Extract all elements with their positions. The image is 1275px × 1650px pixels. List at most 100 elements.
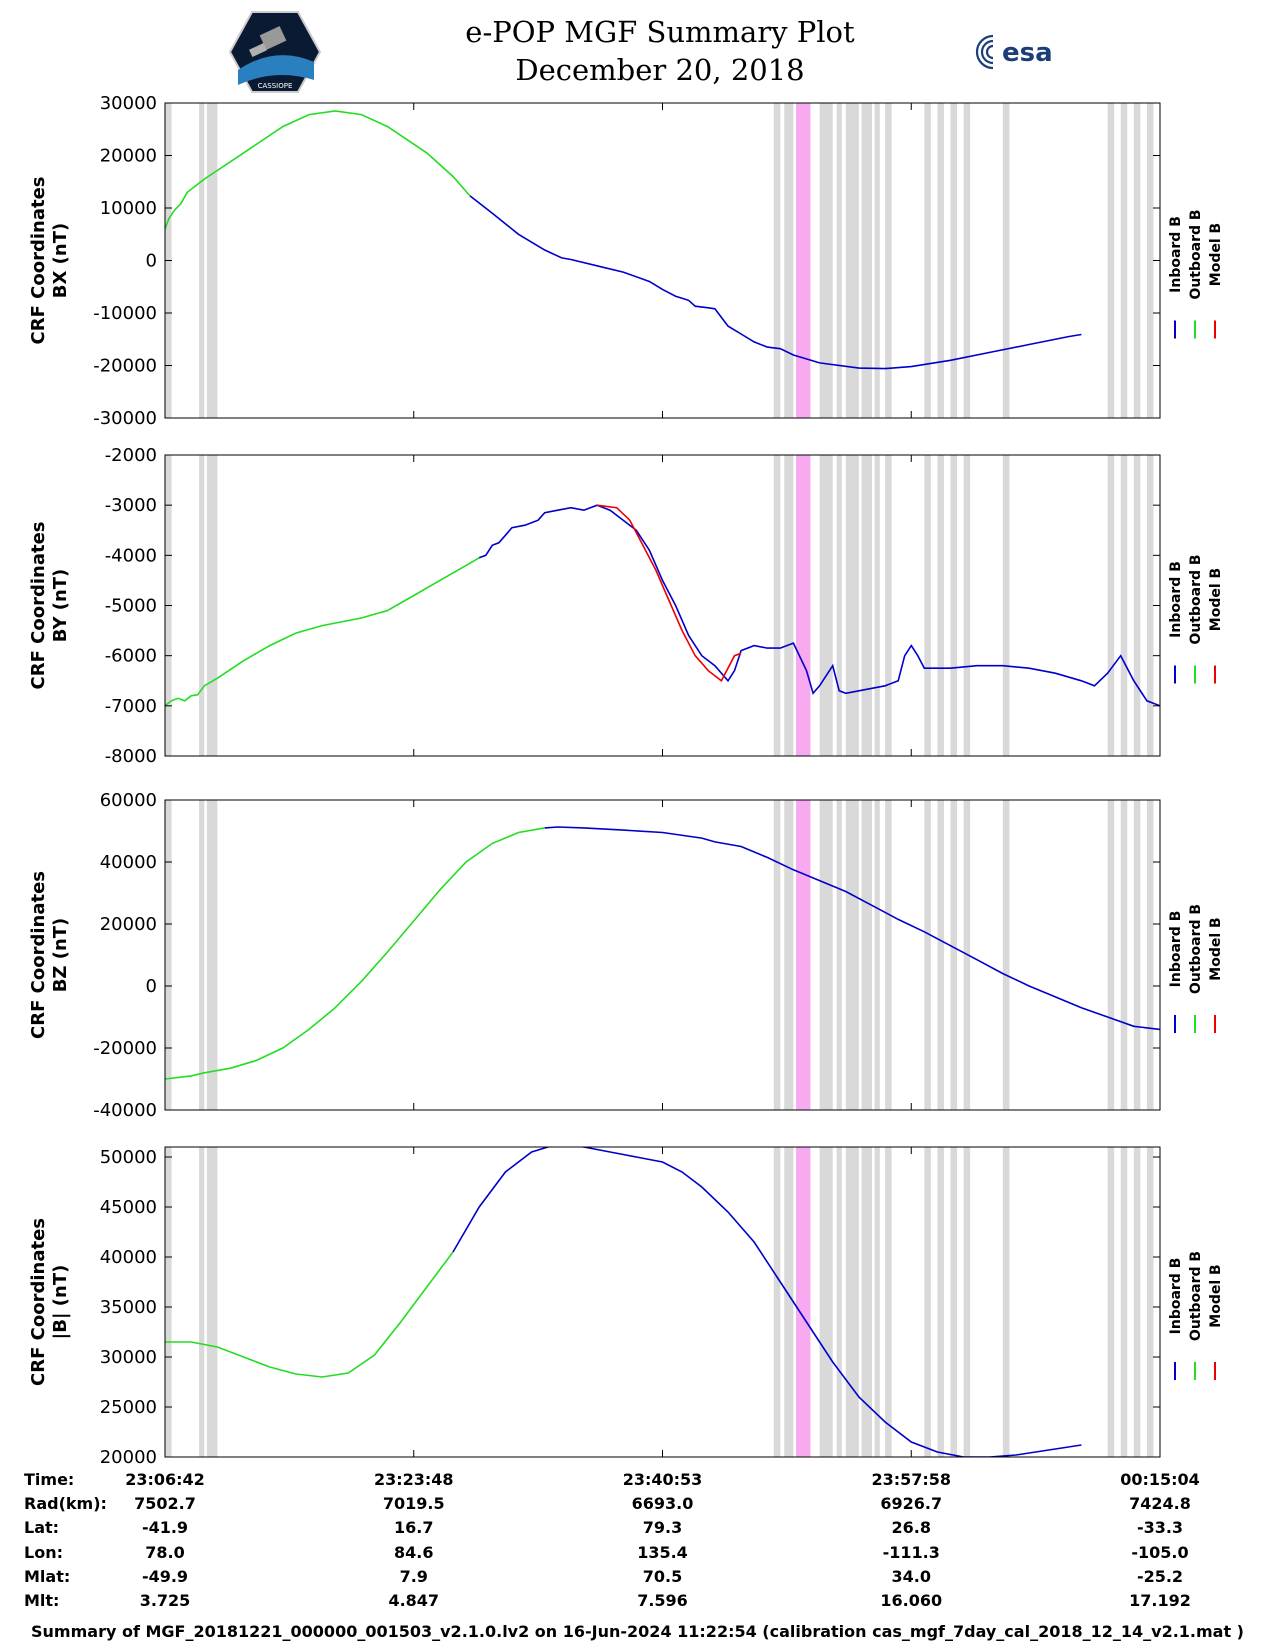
data-gap-band [165,1147,172,1457]
ephemeris-value: -105.0 [1131,1543,1189,1562]
y-tick-label: -7000 [105,696,157,717]
y-axis-label-line: CRF Coordinates [28,871,49,1039]
data-gap-band [1133,103,1141,418]
plot-frame [164,799,1161,1111]
y-tick-label: 30000 [100,93,157,114]
data-gap-band [924,103,931,418]
data-gap-band [1146,800,1154,1110]
data-gap-band [819,1147,833,1457]
legend-label: Outboard B [1188,554,1204,644]
legend-label: Model B [1208,917,1224,980]
series-line-inboard-b [478,504,1160,707]
data-gap-band [1146,1147,1154,1457]
y-tick-label: 60000 [100,790,157,811]
y-tick-label: -30000 [93,408,157,429]
data-gap-band [861,800,872,1110]
ephemeris-value: 4.847 [388,1591,440,1610]
data-gap-band [874,455,880,756]
y-tick-label: -20000 [93,1038,157,1059]
ephemeris-value: 16.060 [880,1591,943,1610]
data-gap-band [199,103,205,418]
data-gap-band [937,1147,944,1457]
legend-label: Inboard B [1168,561,1184,638]
data-gap-band [1107,1147,1115,1457]
data-gap-band [784,1147,794,1457]
y-axis-label: CRF CoordinatesBY (nT) [28,522,71,690]
data-gap-band [1133,800,1141,1110]
y-tick-label: 30000 [100,1347,157,1368]
data-gap-band [950,800,958,1110]
legend-label: Outboard B [1188,1251,1204,1341]
data-gap-band [206,800,218,1110]
series-line-outboard-b [165,1251,454,1378]
ephemeris-row-label: Mlt: [24,1591,60,1610]
panel-2: -2000 -3000 -4000 -5000 -6000 -7000 -8000 CRF C… [28,445,1224,767]
legend-label: Model B [1208,223,1224,286]
series-line-inboard-b [469,195,1082,370]
data-gap-band [819,455,833,756]
data-gap-band [1133,455,1141,756]
ephemeris-value: 23:40:53 [622,1470,703,1489]
data-gap-band [937,103,944,418]
data-gap-band [773,1147,781,1457]
data-gap-band [784,103,794,418]
data-gap-band [924,1147,931,1457]
data-gap-band [784,800,794,1110]
data-gap-band [874,800,880,1110]
data-gap-band [836,455,842,756]
ephemeris-value: 16.7 [394,1518,434,1537]
ephemeris-value: -41.9 [141,1518,189,1537]
data-gap-band [845,103,859,418]
ephemeris-value: 79.3 [642,1518,683,1537]
ephemeris-value: 6693.0 [631,1494,694,1513]
ephemeris-value: -49.9 [141,1567,189,1586]
data-gap-band [1120,455,1128,756]
data-gap-band [1107,103,1115,418]
ephemeris-value: 84.6 [394,1543,434,1562]
data-gap-band [836,103,842,418]
data-gap-band [885,1147,892,1457]
series-line-outboard-b [165,827,545,1080]
cassiope-logo: CASSIOPE [228,10,322,98]
data-gap-band [885,455,892,756]
data-gap-band [836,1147,842,1457]
data-gap-band [836,800,842,1110]
y-tick-label: -5000 [105,596,157,617]
data-gap-band [885,103,892,418]
y-tick-label: 20000 [100,1447,157,1468]
ephemeris-value: 7502.7 [134,1494,196,1513]
y-axis-label: CRF Coordinates|B| (nT) [28,1218,71,1386]
ephemeris-row-label: Lat: [24,1518,60,1537]
data-gap-band [845,455,859,756]
highlight-band [796,455,811,756]
y-axis-label: CRF CoordinatesBX (nT) [28,177,71,345]
ephemeris-row-label: Rad(km): [24,1494,107,1513]
cassiope-logo-text: CASSIOPE [258,82,293,90]
ephemeris-value: -111.3 [882,1543,940,1562]
y-axis-label-line: BX (nT) [50,223,71,298]
y-tick-label: -40000 [93,1100,157,1121]
data-gap-band [950,1147,958,1457]
data-gap-band [937,455,944,756]
data-gap-band [206,103,218,418]
series-line-inboard-b [452,1147,1082,1457]
data-gap-band [773,800,781,1110]
y-axis-label-line: CRF Coordinates [28,1218,49,1386]
esa-logo-text: esa [1002,38,1053,68]
ephemeris-row-label: Mlat: [24,1567,71,1586]
data-gap-band [963,1147,971,1457]
data-gap-band [1146,103,1154,418]
highlight-band [796,103,811,418]
legend-label: Model B [1208,1264,1224,1327]
data-gap-band [1133,1147,1141,1457]
highlight-band [796,800,811,1110]
data-gap-band [924,455,931,756]
ephemeris-value: 7.9 [399,1567,428,1586]
data-gap-band [937,800,944,1110]
data-gap-band [206,1147,218,1457]
ephemeris-value: 34.0 [891,1567,931,1586]
ephemeris-value: 7.596 [637,1591,688,1610]
data-gap-band [1120,800,1128,1110]
legend-label: Outboard B [1188,904,1204,994]
ephemeris-row-label: Time: [24,1470,75,1489]
